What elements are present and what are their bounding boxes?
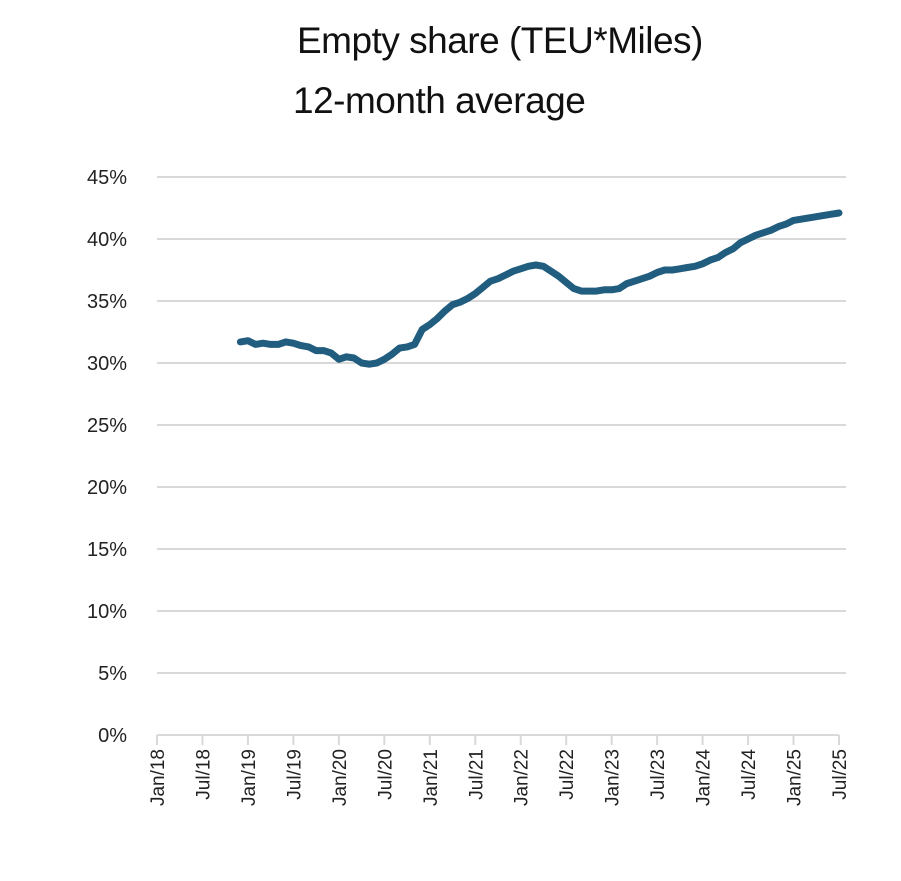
y-tick-label: 15% — [87, 539, 127, 561]
x-tick-label: Jul/24 — [739, 749, 760, 800]
chart-title: Empty share (TEU*Miles) — [297, 20, 703, 61]
x-tick-label: Jan/20 — [330, 749, 351, 806]
y-tick-label: 0% — [98, 725, 127, 747]
x-tick-label: Jul/19 — [284, 749, 305, 800]
x-tick-label: Jan/18 — [148, 749, 169, 806]
y-tick-label: 20% — [87, 477, 127, 499]
series-line — [236, 209, 843, 368]
x-tick-label: Jan/23 — [603, 749, 624, 806]
y-tick-label: 45% — [87, 167, 127, 189]
y-tick-label: 25% — [87, 415, 127, 437]
y-tick-label: 5% — [98, 663, 127, 685]
x-tick-label: Jan/19 — [239, 749, 260, 806]
x-tick-label: Jan/25 — [785, 749, 806, 806]
x-tick-label: Jan/22 — [512, 749, 533, 806]
x-tick-label: Jan/24 — [694, 749, 715, 806]
y-tick-label: 10% — [87, 601, 127, 623]
x-tick-label: Jul/18 — [193, 749, 214, 800]
x-tick-label: Jul/21 — [466, 749, 487, 800]
x-tick-label: Jul/25 — [830, 749, 851, 800]
y-tick-label: 35% — [87, 291, 127, 313]
y-tick-label: 40% — [87, 229, 127, 251]
y-tick-label: 30% — [87, 353, 127, 375]
chart-subtitle: 12-month average — [293, 80, 586, 121]
x-tick-label: Jan/21 — [421, 749, 442, 806]
x-tick-label: Jul/20 — [375, 749, 396, 800]
x-tick-label: Jul/22 — [557, 749, 578, 800]
x-tick-label: Jul/23 — [648, 749, 669, 800]
